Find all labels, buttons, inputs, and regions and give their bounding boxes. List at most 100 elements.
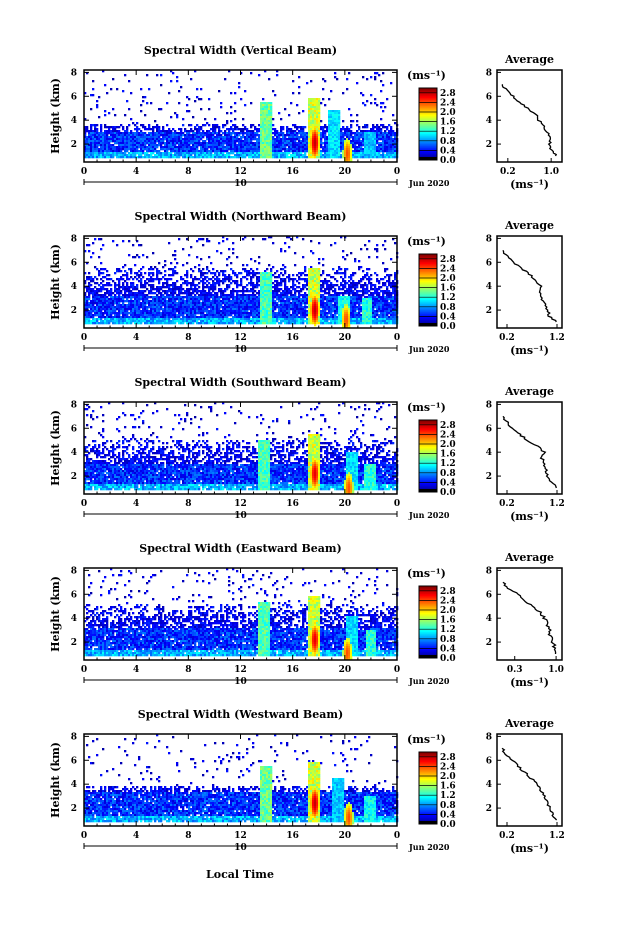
heatmap-cell (160, 140, 162, 142)
heatmap-cell (142, 96, 144, 98)
heatmap-cell (172, 132, 174, 134)
heatmap-cell (336, 126, 338, 128)
heatmap-cell (142, 148, 144, 150)
heatmap-cell (262, 130, 264, 132)
heatmap-cell (312, 102, 314, 104)
heatmap-cell (152, 146, 154, 148)
heatmap-cell (248, 132, 250, 134)
heatmap-cell (308, 138, 310, 140)
heatmap-cell (154, 150, 156, 152)
heatmap-cell (382, 134, 384, 136)
heatmap-cell (138, 128, 140, 130)
heatmap-cell (104, 136, 106, 138)
heatmap-cell (338, 120, 340, 122)
heatmap-cell (366, 100, 368, 102)
heatmap-cell (266, 132, 268, 134)
heatmap-cell (230, 126, 232, 128)
heatmap-cell (272, 146, 274, 148)
heatmap-cell (168, 138, 170, 140)
heatmap-cell (262, 124, 264, 126)
heatmap-cell (140, 140, 142, 142)
heatmap-cell (284, 136, 286, 138)
heatmap-cell (160, 108, 162, 110)
heatmap-cell (312, 126, 314, 128)
heatmap-cell (330, 114, 332, 116)
heatmap-cell (88, 152, 90, 154)
heatmap-cell (204, 142, 206, 144)
heatmap-cell (302, 132, 304, 134)
heatmap-cell (276, 132, 278, 134)
heatmap-cell (390, 148, 392, 150)
heatmap-cell (118, 152, 120, 154)
heatmap-cell (320, 132, 322, 134)
heatmap-cell (198, 126, 200, 128)
heatmap-cell (122, 132, 124, 134)
heatmap-cell (312, 132, 314, 134)
heatmap-cell (290, 148, 292, 150)
heatmap-cell (358, 144, 360, 146)
heatmap-cell (366, 124, 368, 126)
heatmap-cell (146, 148, 148, 150)
heatmap-cell (320, 134, 322, 136)
heatmap-cell (244, 104, 246, 106)
heatmap-cell (90, 134, 92, 136)
heatmap-cell (118, 140, 120, 142)
heatmap-cell (310, 110, 312, 112)
heatmap-cell (380, 144, 382, 146)
heatmap-cell (256, 142, 258, 144)
heatmap-cell (126, 150, 128, 152)
heatmap-cell (262, 126, 264, 128)
heatmap-cell (180, 148, 182, 150)
heatmap-cell (140, 142, 142, 144)
heatmap-cell (350, 148, 352, 150)
heatmap-cell (384, 146, 386, 148)
heatmap-cell (200, 134, 202, 136)
heatmap-cell (234, 138, 236, 140)
heatmap-cell (270, 144, 272, 146)
heatmap-cell (190, 78, 192, 80)
heatmap-cell (140, 150, 142, 152)
heatmap-cell (214, 146, 216, 148)
heatmap-cell (132, 144, 134, 146)
heatmap-cell (244, 142, 246, 144)
heatmap-cell (336, 138, 338, 140)
heatmap-cell (144, 138, 146, 140)
heatmap-cell (250, 72, 252, 74)
heatmap-cell (250, 102, 252, 104)
heatmap-cell (316, 138, 318, 140)
heatmap-cell (222, 138, 224, 140)
heatmap-cell (386, 144, 388, 146)
heatmap-cell (264, 108, 266, 110)
heatmap-cell (98, 132, 100, 134)
heatmap-cell (170, 136, 172, 138)
heatmap-cell (258, 136, 260, 138)
heatmap-cell (344, 144, 346, 146)
heatmap-cell (96, 136, 98, 138)
heatmap-cell (388, 150, 390, 152)
heatmap-cell (200, 146, 202, 148)
heatmap-cell (294, 140, 296, 142)
heatmap-cell (316, 134, 318, 136)
heatmap-cell (206, 134, 208, 136)
heatmap-cell (226, 140, 228, 142)
heatmap-cell (234, 110, 236, 112)
heatmap-cell (196, 134, 198, 136)
heatmap-cell (280, 132, 282, 134)
heatmap-cell (194, 146, 196, 148)
heatmap-cell (96, 150, 98, 152)
heatmap-cell (216, 134, 218, 136)
heatmap-cell (224, 146, 226, 148)
heatmap-cell (304, 136, 306, 138)
heatmap-cell (356, 130, 358, 132)
heatmap-cell (96, 130, 98, 132)
heatmap-cell (150, 102, 152, 104)
heatmap-cell (190, 140, 192, 142)
heatmap-cell (184, 142, 186, 144)
heatmap-cell (380, 124, 382, 126)
heatmap-cell (106, 142, 108, 144)
heatmap-cell (234, 134, 236, 136)
heatmap-cell (228, 132, 230, 134)
heatmap-cell (386, 140, 388, 142)
heatmap-cell (134, 142, 136, 144)
heatmap-cell (330, 90, 332, 92)
